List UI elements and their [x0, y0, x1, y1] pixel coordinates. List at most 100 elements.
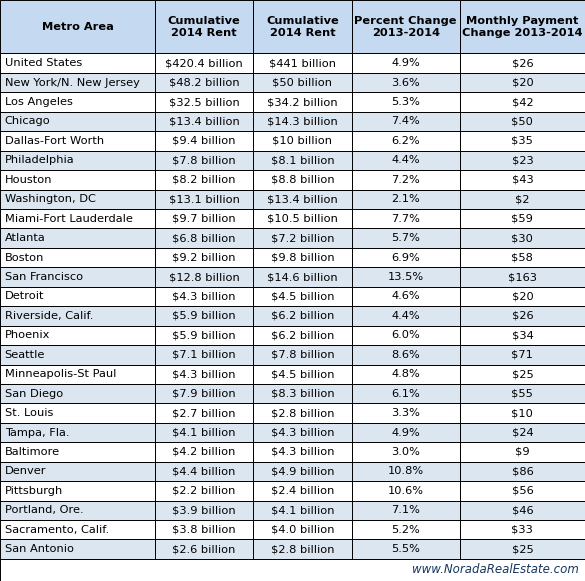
Bar [253, 540, 352, 559]
Bar [253, 248, 352, 267]
Text: Sacramento, Calif.: Sacramento, Calif. [5, 525, 109, 535]
Bar [460, 403, 585, 423]
Text: Chicago: Chicago [5, 117, 50, 127]
Bar [155, 189, 253, 209]
Text: $2.2 billion: $2.2 billion [173, 486, 236, 496]
Bar [460, 170, 585, 189]
Bar [253, 73, 352, 92]
Bar [0, 150, 155, 170]
Text: $2.4 billion: $2.4 billion [271, 486, 334, 496]
Bar [155, 501, 253, 520]
Text: 4.8%: 4.8% [391, 370, 420, 379]
Text: 3.3%: 3.3% [391, 408, 420, 418]
Text: $2.6 billion: $2.6 billion [173, 544, 236, 554]
Text: $12.8 billion: $12.8 billion [169, 272, 239, 282]
Bar [0, 306, 155, 325]
Bar [0, 384, 155, 403]
Text: $26: $26 [512, 58, 533, 68]
Bar [253, 384, 352, 403]
Text: $7.8 billion: $7.8 billion [271, 350, 334, 360]
Bar [352, 228, 460, 248]
Bar [155, 287, 253, 306]
Text: $71: $71 [511, 350, 534, 360]
Text: 4.4%: 4.4% [391, 311, 420, 321]
Text: 5.3%: 5.3% [391, 97, 420, 107]
Bar [155, 520, 253, 540]
Text: Monthly Payment
Change 2013-2014: Monthly Payment Change 2013-2014 [462, 16, 583, 38]
Text: Cumulative
2014 Rent: Cumulative 2014 Rent [266, 16, 339, 38]
Bar [155, 112, 253, 131]
Bar [253, 189, 352, 209]
Text: Philadelphia: Philadelphia [5, 155, 74, 166]
Text: 5.7%: 5.7% [391, 233, 420, 243]
Text: $25: $25 [511, 544, 534, 554]
Bar [352, 345, 460, 364]
Text: 4.6%: 4.6% [391, 292, 420, 302]
Bar [155, 540, 253, 559]
Text: 10.6%: 10.6% [388, 486, 424, 496]
Text: $59: $59 [511, 214, 534, 224]
Bar [460, 442, 585, 462]
Text: $50 billion: $50 billion [273, 78, 332, 88]
Bar [0, 287, 155, 306]
Bar [0, 267, 155, 287]
Bar [253, 0, 352, 53]
Text: $23: $23 [511, 155, 534, 166]
Text: $5.9 billion: $5.9 billion [173, 311, 236, 321]
Text: 5.5%: 5.5% [391, 544, 420, 554]
Bar [460, 209, 585, 228]
Bar [352, 462, 460, 481]
Bar [352, 384, 460, 403]
Bar [352, 501, 460, 520]
Bar [352, 189, 460, 209]
Text: San Antonio: San Antonio [5, 544, 74, 554]
Text: $7.1 billion: $7.1 billion [173, 350, 236, 360]
Bar [155, 170, 253, 189]
Bar [253, 442, 352, 462]
Text: $86: $86 [511, 467, 534, 476]
Bar [155, 403, 253, 423]
Bar [460, 501, 585, 520]
Text: $4.1 billion: $4.1 billion [173, 428, 236, 437]
Text: St. Louis: St. Louis [5, 408, 53, 418]
Bar [253, 520, 352, 540]
Text: Minneapolis-St Paul: Minneapolis-St Paul [5, 370, 116, 379]
Text: $9.4 billion: $9.4 billion [173, 136, 236, 146]
Text: $14.3 billion: $14.3 billion [267, 117, 338, 127]
Bar [155, 306, 253, 325]
Text: $9.7 billion: $9.7 billion [173, 214, 236, 224]
Bar [460, 131, 585, 150]
Text: $35: $35 [511, 136, 534, 146]
Bar [155, 364, 253, 384]
Bar [460, 248, 585, 267]
Text: 6.9%: 6.9% [391, 253, 420, 263]
Text: $4.3 billion: $4.3 billion [271, 428, 334, 437]
Text: $30: $30 [511, 233, 534, 243]
Text: 3.0%: 3.0% [391, 447, 420, 457]
Text: 8.6%: 8.6% [391, 350, 420, 360]
Text: $48.2 billion: $48.2 billion [169, 78, 239, 88]
Text: Metro Area: Metro Area [42, 21, 113, 32]
Bar [460, 364, 585, 384]
Text: $34.2 billion: $34.2 billion [267, 97, 338, 107]
Text: $8.3 billion: $8.3 billion [271, 389, 334, 399]
Bar [0, 540, 155, 559]
Bar [352, 287, 460, 306]
Text: $32.5 billion: $32.5 billion [169, 97, 239, 107]
Bar [0, 442, 155, 462]
Text: $58: $58 [511, 253, 534, 263]
Bar [352, 540, 460, 559]
Bar [460, 306, 585, 325]
Text: $42: $42 [512, 97, 533, 107]
Bar [460, 0, 585, 53]
Bar [352, 131, 460, 150]
Text: $34: $34 [511, 331, 534, 340]
Bar [253, 345, 352, 364]
Text: Pittsburgh: Pittsburgh [5, 486, 63, 496]
Bar [0, 131, 155, 150]
Bar [155, 442, 253, 462]
Bar [253, 325, 352, 345]
Text: $7.2 billion: $7.2 billion [271, 233, 334, 243]
Bar [352, 248, 460, 267]
Text: $8.1 billion: $8.1 billion [271, 155, 334, 166]
